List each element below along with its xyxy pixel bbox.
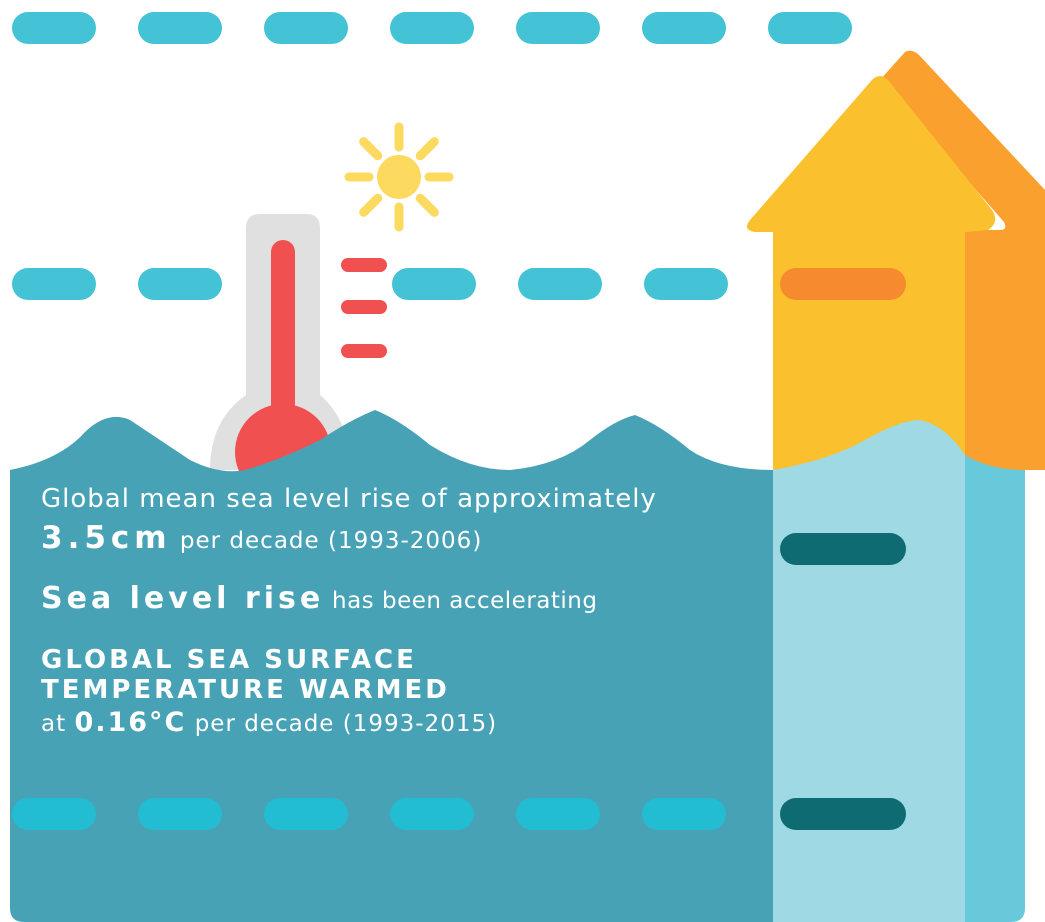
sea-level-intro: Global mean sea level rise of approximat… bbox=[41, 484, 657, 514]
dash-segment bbox=[12, 12, 96, 44]
acceleration-statement: Sea level rise has been accelerating bbox=[41, 577, 771, 623]
headline-line-2: TEMPERATURE WARMED bbox=[41, 675, 450, 705]
dash-segment bbox=[390, 12, 474, 44]
dash-segment bbox=[642, 798, 726, 830]
dash-segment bbox=[12, 798, 96, 830]
sea-level-rate: 3.5cm per decade (1993-2006) bbox=[41, 518, 771, 561]
dash-segment bbox=[138, 268, 222, 300]
middle-dashed-line bbox=[12, 268, 728, 300]
info-panel: Global mean sea level rise of approximat… bbox=[41, 482, 771, 742]
dash-segment bbox=[138, 798, 222, 830]
temp-suffix: per decade (1993-2015) bbox=[194, 711, 498, 737]
dash-segment bbox=[138, 12, 222, 44]
house-level-mark bbox=[780, 798, 906, 830]
dash-segment bbox=[264, 12, 348, 44]
temp-prefix: at bbox=[41, 711, 67, 737]
dash-segment bbox=[392, 268, 476, 300]
rate-suffix: per decade (1993-2006) bbox=[179, 528, 483, 554]
wave-icon bbox=[10, 410, 773, 922]
house-level-mark bbox=[780, 268, 906, 300]
dash-segment bbox=[516, 12, 600, 44]
dash-segment bbox=[518, 268, 602, 300]
acceleration-suffix: has been accelerating bbox=[332, 588, 598, 614]
temp-value: 0.16°C bbox=[74, 707, 187, 738]
house-level-mark bbox=[780, 533, 906, 565]
headline-line-1: GLOBAL SEA SURFACE bbox=[41, 645, 417, 675]
dash-segment bbox=[516, 798, 600, 830]
dash-segment bbox=[642, 12, 726, 44]
dash-segment bbox=[264, 798, 348, 830]
rate-value: 3.5cm bbox=[41, 520, 172, 556]
acceleration-highlight: Sea level rise bbox=[41, 581, 325, 616]
temperature-rate: at 0.16°C per decade (1993-2015) bbox=[41, 705, 771, 742]
bottom-dashed-line bbox=[12, 798, 726, 830]
dash-segment bbox=[390, 798, 474, 830]
top-dashed-line bbox=[12, 12, 852, 44]
sun-icon bbox=[344, 122, 454, 232]
dash-segment bbox=[644, 268, 728, 300]
dash-segment bbox=[12, 268, 96, 300]
dash-segment bbox=[768, 12, 852, 44]
house-icon bbox=[746, 50, 1045, 922]
